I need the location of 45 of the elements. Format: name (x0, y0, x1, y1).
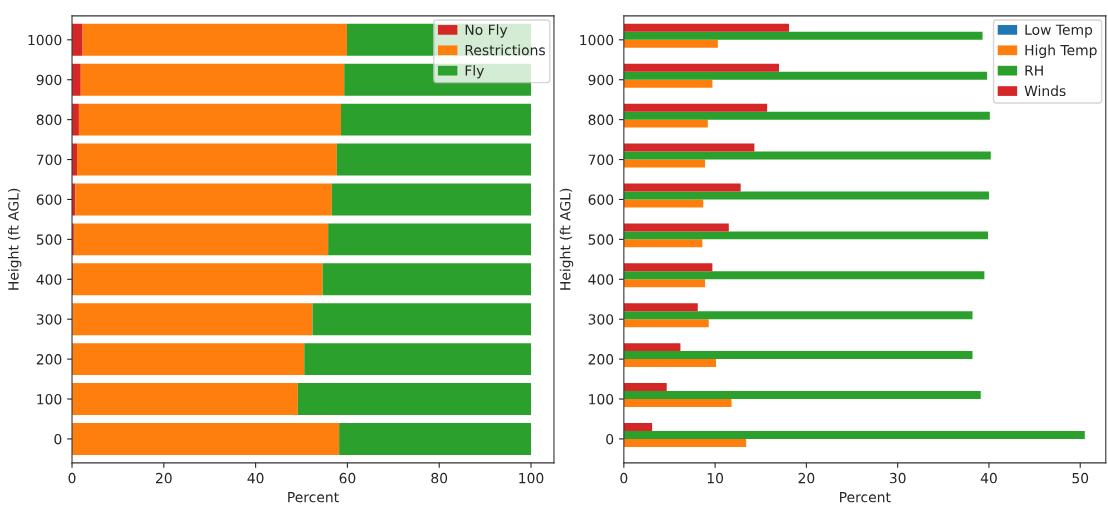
y-axis-title: Height (ft AGL) (7, 188, 22, 290)
y-tick-label: 900 (588, 74, 614, 86)
y-tick-label: 600 (36, 194, 62, 205)
x-tick-label: 20 (798, 472, 815, 484)
legend-label: Winds (1024, 85, 1066, 97)
y-tick-label: 200 (36, 354, 62, 365)
x-tick-label: 20 (156, 472, 172, 484)
y-tick-label: 1000 (28, 34, 62, 46)
y-tick-label: 400 (36, 274, 62, 285)
y-tick-label: 900 (36, 74, 62, 86)
x-tick-label: 30 (889, 472, 906, 484)
y-tick-label: 1000 (580, 34, 614, 46)
legend-label: High Temp (1025, 44, 1097, 59)
x-tick-label: 10 (707, 472, 724, 484)
x-tick-label: 80 (431, 472, 448, 484)
x-tick-label: 0 (620, 472, 628, 484)
x-tick-label: 50 (1072, 472, 1089, 484)
y-tick-label: 200 (588, 354, 614, 365)
y-axis-title: Height (ft AGL) (559, 188, 574, 290)
y-tick-label: 300 (588, 314, 614, 325)
legend-label: Low Temp (1025, 24, 1093, 38)
y-tick-label: 100 (589, 393, 614, 405)
y-tick-label: 0 (606, 433, 614, 445)
y-tick-label: 700 (36, 154, 62, 166)
x-tick-label: 60 (339, 472, 356, 484)
x-tick-label: 0 (68, 472, 76, 484)
legend-label: RH (1025, 65, 1043, 76)
x-tick-label: 100 (519, 472, 544, 484)
x-axis-title: Percent (840, 492, 891, 503)
y-tick-label: 500 (36, 234, 62, 245)
y-tick-label: 700 (588, 154, 614, 166)
y-tick-label: 500 (588, 234, 614, 245)
y-tick-label: 400 (588, 274, 614, 285)
y-tick-label: 600 (588, 194, 614, 205)
legend-label: No Fly (465, 24, 508, 38)
y-tick-label: 800 (588, 114, 614, 126)
y-tick-label: 300 (36, 314, 62, 325)
y-tick-label: 100 (37, 393, 62, 405)
y-tick-label: 800 (36, 114, 62, 126)
x-axis-title: Percent (288, 492, 339, 503)
legend-label: Restrictions (465, 44, 545, 56)
legend-label: Fly (465, 64, 484, 79)
x-tick-label: 40 (980, 472, 997, 484)
x-tick-label: 40 (247, 472, 264, 484)
y-tick-label: 0 (54, 433, 62, 445)
